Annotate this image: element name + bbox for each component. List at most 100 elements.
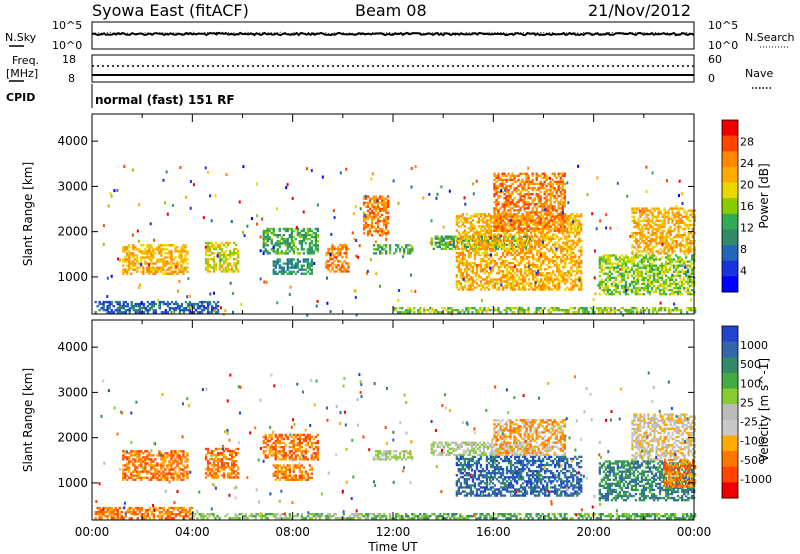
echo-cell: [616, 266, 620, 269]
echo-cell: [548, 282, 551, 285]
echo-cell: [333, 245, 336, 249]
echo-cell: [485, 311, 488, 314]
echo-cell: [465, 262, 469, 265]
echo-cell: [640, 274, 644, 277]
echo-cell: [146, 309, 150, 312]
echo-cell: [533, 229, 536, 232]
echo-cell: [674, 284, 678, 288]
echo-cell: [487, 215, 491, 218]
echo-cell: [212, 258, 216, 261]
echo-cell: [210, 245, 214, 249]
echo-cell: [306, 270, 310, 273]
echo-cell: [441, 307, 444, 310]
echo-cell: [288, 258, 292, 261]
echo-cell: [660, 266, 664, 269]
echo-cell: [304, 235, 308, 239]
echo-cell: [547, 225, 550, 228]
echo-cell: [551, 219, 554, 222]
echo-cell: [578, 221, 581, 224]
echo-cell: [675, 309, 679, 312]
echo-cell: [497, 307, 500, 310]
echo-cell: [513, 213, 516, 216]
echo-cell: [555, 215, 558, 218]
echo-cell: [158, 266, 161, 269]
echo-cell: [540, 243, 543, 246]
echo-cell: [463, 276, 467, 279]
echo-cell: [444, 245, 448, 249]
echo-cell: [469, 221, 473, 224]
echo-cell: [298, 242, 302, 245]
echo-cell: [672, 274, 676, 277]
echo-cell: [580, 253, 583, 257]
echo-cell: [679, 250, 682, 253]
echo-cell: [423, 309, 426, 312]
echo-cell: [532, 221, 535, 224]
echo-cell: [545, 207, 548, 210]
echo-cell: [532, 257, 535, 261]
echo-speck: [162, 178, 165, 182]
echo-cell: [647, 217, 650, 220]
echo-cell: [553, 207, 556, 210]
echo-cell: [294, 272, 298, 275]
echo-cell: [216, 245, 220, 249]
echo-cell: [552, 243, 555, 246]
echo-cell: [493, 241, 497, 244]
echo-cell: [345, 270, 348, 273]
echo-cell: [276, 262, 279, 265]
echo-cell: [685, 250, 688, 253]
echo-cell: [574, 282, 577, 285]
echo-cell: [509, 178, 512, 182]
echo-cell: [580, 262, 583, 265]
echo-cell: [521, 278, 525, 281]
echo-cell: [493, 229, 496, 232]
echo-cell: [534, 270, 537, 273]
echo-speck: [216, 254, 219, 258]
echo-cell: [570, 217, 573, 220]
echo-cell: [108, 305, 111, 308]
echo-cell: [196, 307, 200, 310]
echo-cell: [385, 246, 388, 249]
echo-cell: [654, 266, 658, 269]
echo-cell: [678, 270, 682, 273]
echo-cell: [603, 309, 607, 312]
echo-cell: [654, 272, 658, 275]
echo-cell: [521, 280, 525, 283]
echo-cell: [636, 254, 640, 257]
echo-cell: [477, 239, 481, 242]
echo-cell: [329, 247, 332, 251]
echo-cell: [172, 258, 175, 261]
echo-cell: [664, 282, 668, 286]
echo-cell: [663, 250, 666, 253]
echo-cell: [333, 264, 336, 267]
echo-cell: [563, 182, 566, 186]
echo-cell: [537, 199, 540, 202]
echo-cell: [335, 247, 338, 251]
echo-cell: [444, 237, 448, 240]
echo-cell: [461, 255, 465, 259]
echo-cell: [511, 174, 514, 177]
echo-cell: [550, 259, 553, 263]
echo-speck: [480, 298, 483, 302]
echo-cell: [493, 253, 497, 257]
echo-cell: [168, 252, 171, 255]
echo-cell: [610, 282, 614, 286]
echo-cell: [515, 205, 518, 208]
echo-cell: [622, 288, 626, 292]
echo-cell: [272, 244, 275, 247]
echo-cell: [286, 262, 289, 265]
echo-speck: [464, 202, 467, 206]
echo-cell: [554, 245, 557, 249]
echo-cell: [568, 223, 571, 226]
echo-cell: [327, 266, 330, 269]
echo-cell: [379, 230, 382, 233]
echo-cell: [431, 309, 434, 312]
echo-cell: [598, 284, 602, 288]
echo-cell: [664, 274, 668, 277]
echo-cell: [471, 288, 475, 291]
echo-cell: [509, 284, 513, 287]
echo-cell: [370, 226, 374, 229]
echo-cell: [668, 293, 672, 296]
echo-cell: [673, 244, 676, 247]
echo-cell: [555, 188, 558, 192]
echo-cell: [146, 252, 149, 255]
